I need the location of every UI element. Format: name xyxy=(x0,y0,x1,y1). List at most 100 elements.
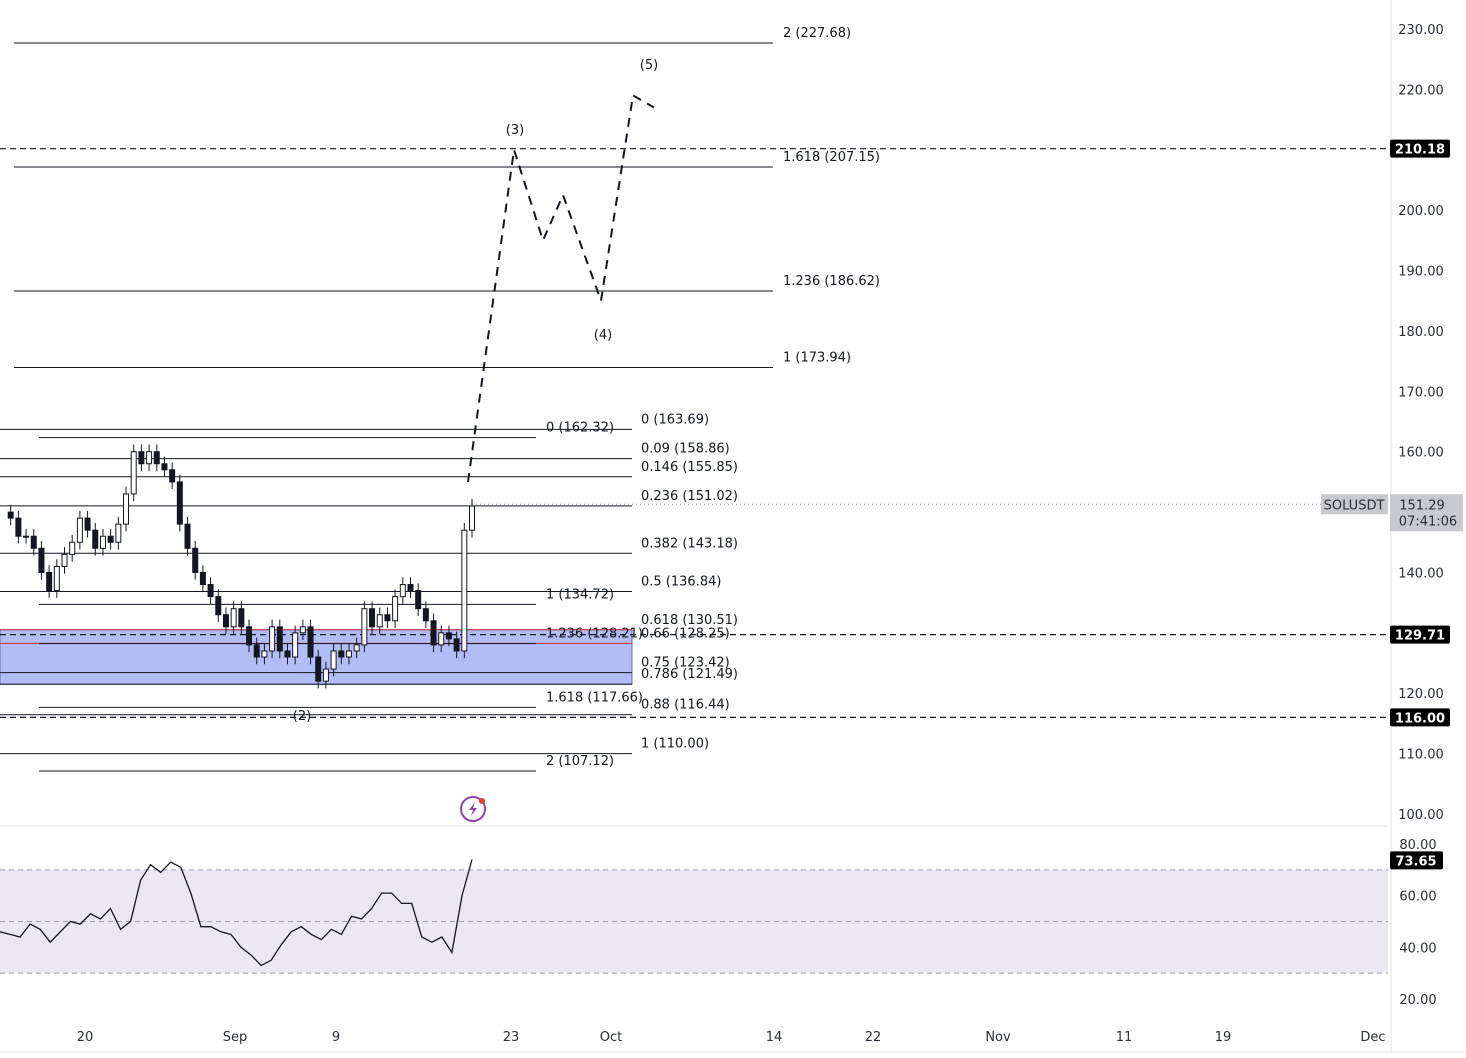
candle-body xyxy=(215,596,222,616)
candle-body xyxy=(307,626,314,658)
price-badge xyxy=(1390,708,1450,727)
candle-body xyxy=(238,608,245,628)
fib-level-label: 0.75 (123.42) xyxy=(641,656,730,671)
candle-body xyxy=(146,451,153,465)
candle-body xyxy=(138,451,145,465)
candle-body xyxy=(361,608,368,646)
candle-body xyxy=(30,535,37,549)
price-axis-tick: 160.00 xyxy=(1398,446,1444,461)
price-axis-tick: 230.00 xyxy=(1398,23,1444,38)
fib-level-label: 0 (162.32) xyxy=(546,421,614,436)
countdown-label: 07:41:06 xyxy=(1399,514,1457,529)
candle-body xyxy=(399,584,406,598)
candle-body xyxy=(115,523,122,543)
candle-body xyxy=(99,535,106,549)
candle-body xyxy=(84,517,91,531)
candle-body xyxy=(453,638,460,652)
wave-label: (5) xyxy=(640,58,658,73)
candle-body xyxy=(130,451,137,495)
price-axis-tick: 170.00 xyxy=(1398,385,1444,400)
fib-level-label: 0.09 (158.86) xyxy=(641,442,730,457)
fib-level-label: 2 (227.68) xyxy=(783,26,851,41)
candle-body xyxy=(276,626,283,652)
candle-body xyxy=(69,541,76,555)
price-badge xyxy=(1390,139,1450,158)
price-axis-tick: 110.00 xyxy=(1398,748,1444,763)
price-badge-label: 210.18 xyxy=(1395,143,1445,158)
fib-level-label: 0.146 (155.85) xyxy=(641,460,738,475)
lightning-icon[interactable] xyxy=(460,796,486,822)
candle-body xyxy=(407,584,414,592)
time-axis-tick: 19 xyxy=(1215,1030,1232,1045)
candle-body xyxy=(353,644,360,652)
candle-body xyxy=(345,650,352,658)
candle-body xyxy=(15,517,22,537)
candle-body xyxy=(207,584,214,598)
rsi-value-badge xyxy=(1390,851,1443,870)
candle-body xyxy=(315,656,322,682)
candle-body xyxy=(230,608,237,628)
candle-body xyxy=(246,626,253,646)
time-axis-tick: 11 xyxy=(1116,1030,1133,1045)
price-axis-tick: 200.00 xyxy=(1398,204,1444,219)
price-axis-tick: 100.00 xyxy=(1398,808,1444,823)
time-axis-tick: Nov xyxy=(985,1030,1011,1045)
candle-body xyxy=(61,553,68,567)
rsi-value-label: 73.65 xyxy=(1395,854,1436,869)
candle-body xyxy=(292,632,299,658)
candle-body xyxy=(153,451,160,465)
candle-body xyxy=(461,529,468,652)
rsi-axis-tick: 80.00 xyxy=(1399,838,1436,853)
price-axis-tick: 190.00 xyxy=(1398,265,1444,280)
fib-level-label: 0 (163.69) xyxy=(641,412,709,427)
candle-body xyxy=(107,535,114,543)
fib-level-label: 0.786 (121.49) xyxy=(641,667,738,682)
price-badge-label: 129.71 xyxy=(1395,629,1445,644)
current-price-badge xyxy=(1390,494,1463,532)
symbol-badge xyxy=(1321,494,1388,515)
candle-body xyxy=(299,626,306,634)
candle-body xyxy=(430,620,437,646)
fib-level-label: 0.236 (151.02) xyxy=(641,489,738,504)
candle-body xyxy=(438,632,445,646)
candle-body xyxy=(199,571,206,586)
fib-level-label: 0.382 (143.18) xyxy=(641,536,738,551)
time-axis-tick: 23 xyxy=(503,1030,520,1045)
rsi-axis-tick: 20.00 xyxy=(1399,993,1436,1008)
fib-level-label: 0.618 (130.51) xyxy=(641,613,738,628)
wave-label: (3) xyxy=(506,123,524,138)
candle-body xyxy=(338,650,345,658)
candle-body xyxy=(38,547,45,573)
candle-body xyxy=(392,596,399,622)
candle-body xyxy=(469,505,475,531)
candle-body xyxy=(76,517,83,543)
price-axis-tick: 220.00 xyxy=(1398,83,1444,98)
time-axis-tick: 9 xyxy=(332,1030,340,1045)
fib-level-label: 1.618 (117.66) xyxy=(546,690,643,705)
candle-body xyxy=(7,511,14,519)
candle-body xyxy=(330,650,337,670)
fib-level-label: 0.66 (128.25) xyxy=(641,626,730,641)
candle-body xyxy=(384,614,391,622)
price-axis-tick: 120.00 xyxy=(1398,687,1444,702)
symbol-badge-label: SOLUSDT xyxy=(1324,498,1385,513)
fib-level-label: 1 (134.72) xyxy=(546,587,614,602)
candle-body xyxy=(445,632,452,640)
candle-body xyxy=(369,608,376,628)
price-axis-tick: 180.00 xyxy=(1398,325,1444,340)
wave-label: (4) xyxy=(594,328,612,343)
rsi-axis-tick: 40.00 xyxy=(1399,941,1436,956)
candle-body xyxy=(176,481,183,525)
time-axis-tick: Oct xyxy=(600,1030,622,1045)
price-badge-label: 116.00 xyxy=(1395,711,1445,726)
candle-body xyxy=(169,469,176,483)
candle-body xyxy=(46,571,53,592)
candle-body xyxy=(123,493,130,525)
candle-body xyxy=(92,529,99,549)
price-axis-tick: 140.00 xyxy=(1398,566,1444,581)
candle-body xyxy=(192,547,199,573)
candle-body xyxy=(253,644,260,658)
candle-body xyxy=(422,608,429,622)
candle-body xyxy=(184,523,191,549)
